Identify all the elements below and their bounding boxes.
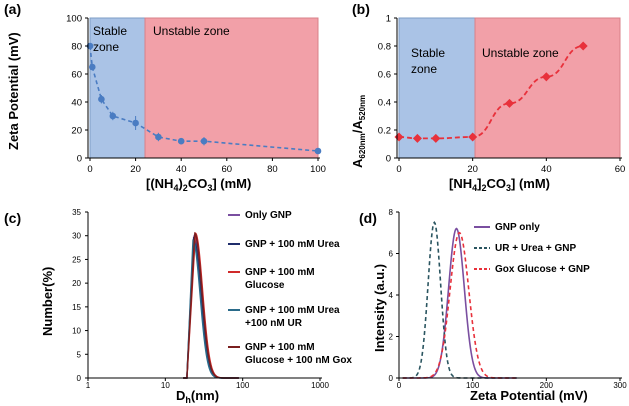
panel-a-point xyxy=(155,133,162,141)
panel-c-ytick: 5 xyxy=(77,350,82,359)
panel-c-label: (c) xyxy=(4,210,21,226)
panel-a-ytick: 60 xyxy=(71,70,82,81)
panel-b-ytick: 0.8 xyxy=(378,42,391,53)
panel-d-series-line xyxy=(402,231,517,379)
panel-b: (b) Stable zone Unstable zone 0 0.2 0.4 0.6… xyxy=(350,1,625,193)
panel-b-xlabel: [NH4]2CO3] (mM) xyxy=(449,176,550,193)
stable-zone-label-2: zone xyxy=(93,40,119,54)
panel-a-xtick: 40 xyxy=(176,164,187,175)
panel-c-legend-label: Glucose xyxy=(245,280,285,291)
unstable-zone-label: Unstable zone xyxy=(153,24,230,38)
stable-zone-label-b-2: zone xyxy=(411,62,437,76)
panel-c-legend-label: Only GNP xyxy=(245,210,292,221)
panel-a-point xyxy=(177,137,185,145)
panel-b-xtick: 60 xyxy=(615,164,626,175)
unstable-zone-region-b xyxy=(474,17,621,159)
panel-c-ytick: 25 xyxy=(72,255,81,264)
panel-b-point xyxy=(412,133,422,143)
panel-d-xlabel: Zeta Potential (mV) xyxy=(470,388,588,403)
panel-c-xtick: 100 xyxy=(236,381,250,390)
panel-a-xlabel: [(NH4)2CO3] (mM) xyxy=(146,176,251,193)
panel-c-legend: Only GNP GNP + 100 mM Urea GNP + 100 mM Glu… xyxy=(228,210,352,366)
panel-c-ytick: 20 xyxy=(72,279,81,288)
panel-a: (a) Stable zone Unstable zone 0 20 40 60 80 1… xyxy=(4,1,326,193)
panel-d-xtick: 0 xyxy=(397,381,402,390)
panel-c-axes xyxy=(87,212,322,379)
panel-b-ytick: 0.4 xyxy=(378,98,391,109)
panel-b-xtick: 20 xyxy=(467,164,478,175)
panel-a-ytick: 100 xyxy=(66,14,82,25)
panel-a-ytick: 80 xyxy=(71,42,82,53)
panel-d-legend: GNP only UR + Urea + GNP Gox Glucose + GNP xyxy=(474,222,590,275)
stable-zone-region xyxy=(89,17,146,159)
panel-d: (d) 0 2 4 6 8 0 100 200 300 Intensity (a.u.) Zet… xyxy=(359,208,627,403)
panel-c-series-line xyxy=(183,231,239,379)
panel-d-xtick: 100 xyxy=(466,381,480,390)
panel-c-legend-label: GNP + 100 mM xyxy=(245,342,315,353)
panel-a-ylabel: Zeta Potential (mV) xyxy=(6,32,21,150)
panel-d-ytick: 0 xyxy=(389,374,394,383)
panel-c-xtick: 1000 xyxy=(311,381,329,390)
stable-zone-label: Stable xyxy=(93,24,127,38)
panel-b-ytick: 0.2 xyxy=(378,126,391,137)
panel-a-ytick: 0 xyxy=(77,154,82,165)
panel-b-ytick: 0 xyxy=(386,154,391,165)
panel-c-xlabel: Dh(nm) xyxy=(176,388,219,405)
unstable-zone-label-b: Unstable zone xyxy=(482,46,559,60)
panel-a-ytick: 40 xyxy=(71,98,82,109)
panel-d-ytick: 4 xyxy=(389,291,394,300)
unstable-zone-region xyxy=(144,17,319,159)
panel-a-xtick: 60 xyxy=(222,164,233,175)
panel-a-point xyxy=(132,119,139,127)
panel-b-xtick: 0 xyxy=(396,164,401,175)
panel-a-xtick: 20 xyxy=(130,164,141,175)
panel-a-xtick: 100 xyxy=(310,164,326,175)
panel-c-legend-label: Glucose + 100 nM Gox xyxy=(245,355,352,366)
panel-d-axes xyxy=(398,212,622,379)
panel-c: (c) 0 5 10 15 20 25 30 35 1 10 100 1000 Number(%) D… xyxy=(4,208,352,405)
panel-c-xtick: 1 xyxy=(86,381,91,390)
panel-c-ytick: 35 xyxy=(72,208,81,217)
panel-c-ytick: 30 xyxy=(72,232,81,241)
panel-a-xtick: 0 xyxy=(87,164,92,175)
panel-d-ytick: 2 xyxy=(389,333,394,342)
panel-a-ytick: 20 xyxy=(71,126,82,137)
panel-d-ylabel: Intensity (a.u.) xyxy=(372,264,387,352)
panel-d-ytick: 8 xyxy=(389,208,394,217)
panel-b-ylabel: A620nm/A520nm xyxy=(350,95,367,168)
panel-d-legend-label: UR + Urea + GNP xyxy=(495,243,576,254)
stable-zone-region-b xyxy=(398,17,476,159)
panel-a-point xyxy=(88,63,96,71)
panel-c-legend-label: GNP + 100 mM xyxy=(245,267,315,278)
panel-a-label: (a) xyxy=(4,1,21,17)
panel-a-point xyxy=(314,147,322,155)
panel-c-ytick: 10 xyxy=(72,327,81,336)
panel-a-xtick: 80 xyxy=(267,164,278,175)
panel-c-legend-label: GNP + 100 mM Urea xyxy=(245,239,340,250)
panel-b-point xyxy=(541,72,551,82)
panel-a-point xyxy=(200,137,208,145)
panel-d-label: (d) xyxy=(359,210,377,226)
panel-c-ytick: 0 xyxy=(77,374,82,383)
panel-b-xtick: 40 xyxy=(541,164,552,175)
stable-zone-label-b: Stable xyxy=(411,46,445,60)
panel-a-point xyxy=(109,112,117,120)
panel-d-legend-label: GNP only xyxy=(495,222,540,233)
panel-c-xtick: 10 xyxy=(161,381,170,390)
panel-c-ytick: 15 xyxy=(72,303,81,312)
panel-d-legend-label: Gox Glucose + GNP xyxy=(495,264,590,275)
panel-d-xtick: 200 xyxy=(540,381,554,390)
panel-b-ytick: 0.6 xyxy=(378,70,391,81)
panel-b-ytick: 1 xyxy=(386,14,391,25)
panel-a-point xyxy=(98,95,105,103)
panel-c-legend-label: +100 nM UR xyxy=(245,318,303,329)
panel-b-point xyxy=(468,132,478,142)
panel-d-ytick: 6 xyxy=(389,250,394,259)
panel-c-legend-label: GNP + 100 mM Urea xyxy=(245,305,340,316)
panel-c-ylabel: Number(%) xyxy=(40,267,55,336)
panel-d-xtick: 300 xyxy=(613,381,627,390)
panel-b-label: (b) xyxy=(352,1,370,17)
